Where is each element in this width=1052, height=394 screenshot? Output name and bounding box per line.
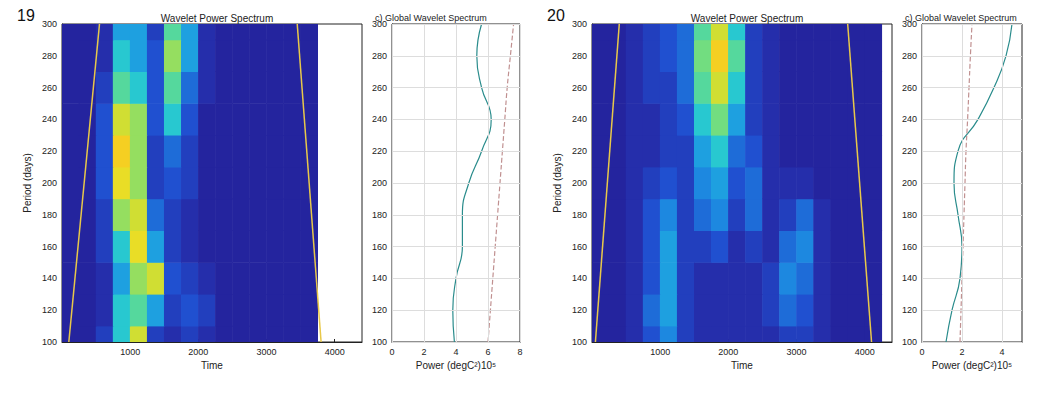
- svg-text:3000: 3000: [787, 347, 807, 357]
- svg-text:180: 180: [572, 210, 587, 220]
- svg-text:240: 240: [572, 114, 587, 124]
- svg-text:200: 200: [902, 178, 917, 188]
- svg-text:300: 300: [372, 19, 387, 29]
- svg-text:280: 280: [42, 51, 57, 61]
- svg-text:140: 140: [902, 273, 917, 283]
- svg-text:240: 240: [372, 114, 387, 124]
- svg-text:260: 260: [42, 83, 57, 93]
- svg-text:160: 160: [372, 242, 387, 252]
- svg-text:100: 100: [372, 337, 387, 347]
- svg-text:2: 2: [421, 347, 426, 357]
- svg-text:20: 20: [547, 7, 565, 24]
- svg-text:2: 2: [959, 347, 964, 357]
- svg-text:120: 120: [42, 305, 57, 315]
- svg-text:4: 4: [999, 347, 1004, 357]
- svg-text:c) Global Wavelet Spectrum: c) Global Wavelet Spectrum: [905, 13, 1017, 23]
- svg-text:220: 220: [902, 146, 917, 156]
- svg-text:4000: 4000: [855, 347, 875, 357]
- svg-text:1000: 1000: [650, 347, 670, 357]
- svg-text:160: 160: [42, 242, 57, 252]
- svg-text:300: 300: [42, 19, 57, 29]
- svg-text:140: 140: [572, 273, 587, 283]
- svg-text:280: 280: [902, 51, 917, 61]
- svg-text:Period (days): Period (days): [22, 153, 33, 212]
- svg-text:280: 280: [372, 51, 387, 61]
- svg-text:Wavelet Power Spectrum: Wavelet Power Spectrum: [691, 13, 803, 24]
- svg-text:300: 300: [902, 19, 917, 29]
- svg-text:180: 180: [42, 210, 57, 220]
- svg-text:4: 4: [453, 347, 458, 357]
- svg-text:260: 260: [902, 83, 917, 93]
- svg-text:0: 0: [919, 347, 924, 357]
- svg-text:c) Global Wavelet Spectrum: c) Global Wavelet Spectrum: [375, 13, 487, 23]
- svg-text:Wavelet Power Spectrum: Wavelet Power Spectrum: [161, 13, 273, 24]
- svg-text:260: 260: [372, 83, 387, 93]
- svg-text:200: 200: [372, 178, 387, 188]
- svg-text:120: 120: [572, 305, 587, 315]
- svg-text:160: 160: [572, 242, 587, 252]
- svg-text:140: 140: [42, 273, 57, 283]
- svg-text:Power (degC²)10⁵: Power (degC²)10⁵: [932, 360, 1012, 371]
- svg-text:4000: 4000: [325, 347, 345, 357]
- svg-text:220: 220: [372, 146, 387, 156]
- svg-text:0: 0: [389, 347, 394, 357]
- svg-text:220: 220: [572, 146, 587, 156]
- svg-text:280: 280: [572, 51, 587, 61]
- svg-text:100: 100: [572, 337, 587, 347]
- svg-text:100: 100: [42, 337, 57, 347]
- svg-text:3000: 3000: [257, 347, 277, 357]
- svg-text:180: 180: [902, 210, 917, 220]
- svg-text:180: 180: [372, 210, 387, 220]
- svg-text:220: 220: [42, 146, 57, 156]
- svg-text:300: 300: [572, 19, 587, 29]
- svg-text:6: 6: [485, 347, 490, 357]
- svg-text:Time: Time: [731, 360, 753, 371]
- svg-text:260: 260: [572, 83, 587, 93]
- svg-text:100: 100: [902, 337, 917, 347]
- svg-text:2000: 2000: [718, 347, 738, 357]
- svg-text:Period (days): Period (days): [552, 153, 563, 212]
- svg-text:200: 200: [42, 178, 57, 188]
- svg-text:120: 120: [372, 305, 387, 315]
- svg-text:19: 19: [17, 7, 35, 24]
- svg-text:1000: 1000: [120, 347, 140, 357]
- svg-text:160: 160: [902, 242, 917, 252]
- svg-text:2000: 2000: [188, 347, 208, 357]
- svg-text:Time: Time: [201, 360, 223, 371]
- svg-text:120: 120: [902, 305, 917, 315]
- svg-text:200: 200: [572, 178, 587, 188]
- svg-text:140: 140: [372, 273, 387, 283]
- svg-text:8: 8: [517, 347, 522, 357]
- svg-text:Power (degC²)10⁵: Power (degC²)10⁵: [416, 360, 496, 371]
- svg-text:240: 240: [902, 114, 917, 124]
- svg-text:240: 240: [42, 114, 57, 124]
